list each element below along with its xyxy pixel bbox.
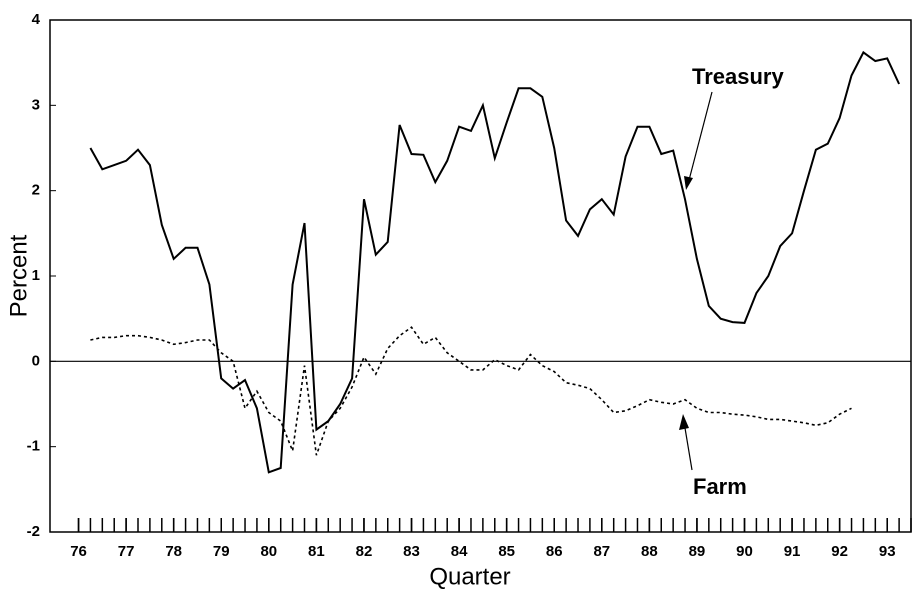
x-tick-label: 89: [689, 543, 706, 560]
line-series: [89, 50, 901, 474]
x-tick-label: 76: [70, 543, 87, 560]
arrowhead: [684, 176, 693, 190]
y-tick-label: 3: [32, 96, 40, 113]
x-tick-label: 92: [831, 543, 848, 560]
annotation: Treasury: [692, 64, 784, 89]
x-tick-label: 85: [498, 543, 515, 560]
x-tick-label: 80: [260, 543, 277, 560]
annotation: Farm: [693, 474, 747, 499]
x-tick-label: 77: [118, 543, 135, 560]
x-tick-label: 81: [308, 543, 325, 560]
y-tick-label: 0: [32, 352, 40, 369]
annotation-arrow: [687, 91, 713, 185]
plot-frame: [49, 19, 912, 533]
x-tick-label: 91: [784, 543, 801, 560]
x-tick-label: 88: [641, 543, 658, 560]
annotation-arrow: [683, 421, 693, 471]
y-tick-label: -2: [27, 523, 40, 540]
y-tick-label: 4: [32, 11, 41, 28]
x-tick-label: 84: [451, 543, 468, 560]
x-tick-label: 82: [356, 543, 373, 560]
y-axis-label: Percent: [5, 234, 32, 317]
y-tick-label: -1: [27, 438, 40, 455]
x-tick-label: 83: [403, 543, 420, 560]
x-tick-label: 79: [213, 543, 230, 560]
x-tick-label: 90: [736, 543, 753, 560]
x-tick-label: 93: [879, 543, 896, 560]
x-tick-label: 86: [546, 543, 563, 560]
y-tick-label: 2: [32, 182, 40, 199]
x-tick-label: 87: [593, 543, 610, 560]
line-series: [90, 326, 852, 456]
arrowhead: [679, 414, 689, 430]
y-tick-label: 1: [32, 267, 40, 284]
x-tick-label: 78: [165, 543, 182, 560]
x-axis-label: Quarter: [429, 563, 510, 590]
